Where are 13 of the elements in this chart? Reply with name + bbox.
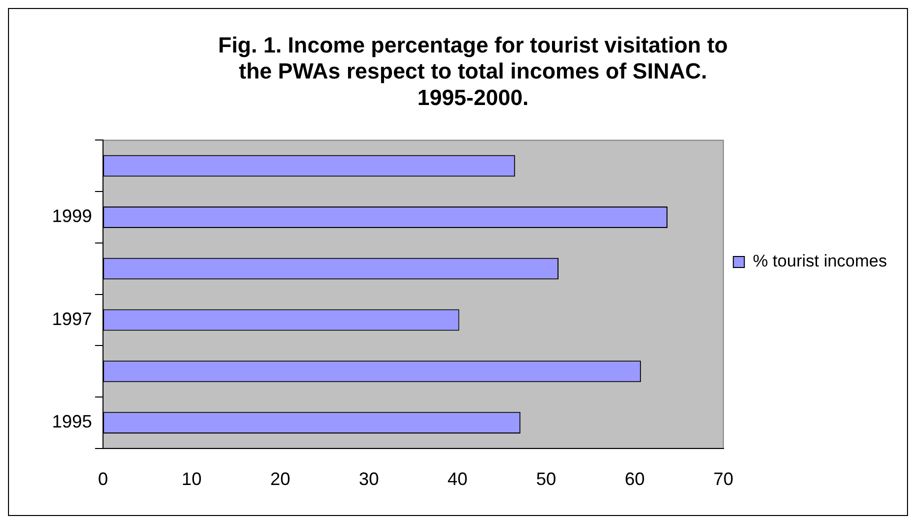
x-tick-label: 0 (98, 469, 108, 490)
x-tick-label: 50 (536, 469, 556, 490)
x-tick-label: 10 (182, 469, 202, 490)
chart-title: Fig. 1. Income percentage for tourist visitation to the PWAs respect to total incomes of SINAC. 1995-2000. (218, 32, 728, 110)
x-tick-label: 70 (713, 469, 734, 490)
legend-label: % tourist incomes (752, 252, 888, 271)
x-tick-label: 60 (624, 469, 645, 490)
y-tick-label: 1997 (52, 308, 92, 329)
y-tick-label: 1999 (52, 206, 92, 226)
x-tick-label: 40 (447, 469, 468, 490)
x-tick-label: 30 (358, 469, 379, 490)
y-tick-label: 1995 (52, 412, 92, 432)
x-tick-label: 20 (270, 469, 290, 490)
